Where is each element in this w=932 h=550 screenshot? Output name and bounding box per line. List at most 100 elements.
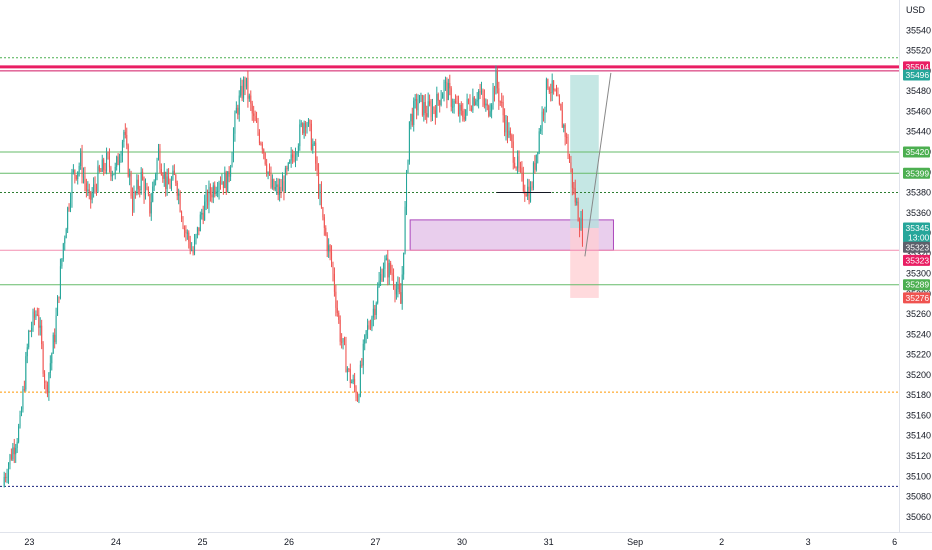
candle-body: [65, 229, 67, 239]
candle-body: [188, 232, 190, 242]
price-axis[interactable]: 3554035520355003548035460354403542035400…: [906, 25, 931, 521]
candle-body: [439, 100, 441, 106]
candle-body: [561, 110, 563, 128]
y-tick-label: 35240: [906, 329, 931, 339]
candle-body: [486, 103, 488, 106]
candle-body: [384, 259, 386, 269]
stop-loss-zone[interactable]: [570, 228, 599, 298]
candle-body: [326, 234, 328, 252]
price-badge: [903, 146, 930, 158]
candle-body: [361, 364, 363, 366]
candle-body: [267, 172, 269, 174]
candle-body: [563, 124, 565, 128]
candle-body: [224, 172, 226, 189]
candle-body: [436, 93, 438, 118]
candle-body: [119, 160, 121, 165]
candle-body: [214, 185, 216, 195]
candle-body: [456, 102, 458, 104]
candle-body: [521, 167, 523, 173]
candle-body: [481, 90, 483, 93]
candle-body: [16, 441, 18, 448]
candle-body: [248, 95, 250, 99]
candle-body: [530, 186, 532, 202]
candle-body: [479, 90, 481, 93]
candle-body: [394, 286, 396, 295]
candle-body: [179, 193, 181, 212]
candle-body: [134, 191, 136, 193]
candle-body: [51, 353, 53, 364]
candle-body: [126, 134, 128, 146]
candle-body: [333, 273, 335, 292]
candle-body: [463, 116, 465, 120]
candle-body: [29, 330, 31, 332]
candle-body: [457, 102, 459, 115]
candle-body: [571, 168, 573, 188]
candle-body: [256, 120, 258, 122]
candle-body: [133, 191, 135, 211]
time-axis[interactable]: 23 24 25 26 27 30 31 Sep 2 3 6: [24, 537, 897, 547]
candle-body: [58, 296, 60, 299]
candle-body: [15, 447, 17, 455]
candle-body: [323, 217, 325, 228]
candle-body: [269, 172, 271, 174]
candle-body: [532, 162, 534, 188]
candle-body: [182, 219, 184, 229]
candle-body: [136, 179, 138, 193]
candle-body: [401, 274, 403, 304]
candle-body: [211, 194, 213, 198]
candle-body: [407, 161, 409, 173]
candle-body: [544, 107, 546, 116]
candle-body: [253, 113, 255, 117]
candle-body: [335, 291, 337, 308]
candle-body: [434, 110, 436, 118]
candle-body: [397, 284, 399, 290]
candle-body: [496, 71, 498, 89]
candle-body: [450, 88, 452, 107]
candle-body: [26, 347, 28, 357]
candle-body: [124, 131, 126, 135]
candle-body: [315, 142, 317, 164]
candle-body: [173, 170, 175, 175]
candle-body: [108, 156, 110, 168]
candle-body: [558, 95, 560, 105]
candle-body: [209, 186, 211, 195]
candle-body: [35, 314, 37, 318]
candle-body: [418, 95, 421, 103]
candle-body: [104, 169, 106, 171]
x-tick-label: 2: [719, 537, 724, 547]
candle-body: [406, 172, 408, 207]
take-profit-zone[interactable]: [570, 74, 599, 228]
candle-body: [502, 101, 504, 116]
candle-body: [356, 397, 358, 401]
candle-body: [155, 174, 157, 181]
candle-body: [352, 379, 354, 382]
candle-body: [121, 141, 123, 156]
candle-body: [344, 338, 346, 345]
candle-body: [303, 123, 305, 134]
candle-body: [284, 168, 286, 192]
candle-body: [67, 207, 69, 230]
candle-body: [116, 156, 118, 167]
candle-body: [282, 181, 284, 192]
price-badge-label: 35504: [906, 62, 930, 72]
candle-body: [538, 131, 540, 153]
candle-body: [3, 476, 5, 487]
trend-line[interactable]: [584, 72, 612, 257]
price-badge-label: 35420: [906, 147, 930, 157]
y-tick-label: 35080: [906, 492, 931, 502]
candle-body: [218, 182, 220, 191]
candle-body: [309, 120, 311, 124]
candle-body: [362, 343, 364, 366]
candle-body: [570, 162, 572, 169]
candle-body: [550, 92, 552, 94]
candle-body: [424, 102, 426, 114]
x-tick-label: 31: [544, 537, 554, 547]
candle-body: [42, 344, 44, 374]
x-tick-label: 30: [457, 537, 467, 547]
candle-body: [222, 181, 224, 189]
candle-body: [279, 186, 281, 195]
candle-body: [375, 302, 377, 315]
candle-body: [139, 189, 141, 191]
candle-body: [170, 179, 172, 189]
